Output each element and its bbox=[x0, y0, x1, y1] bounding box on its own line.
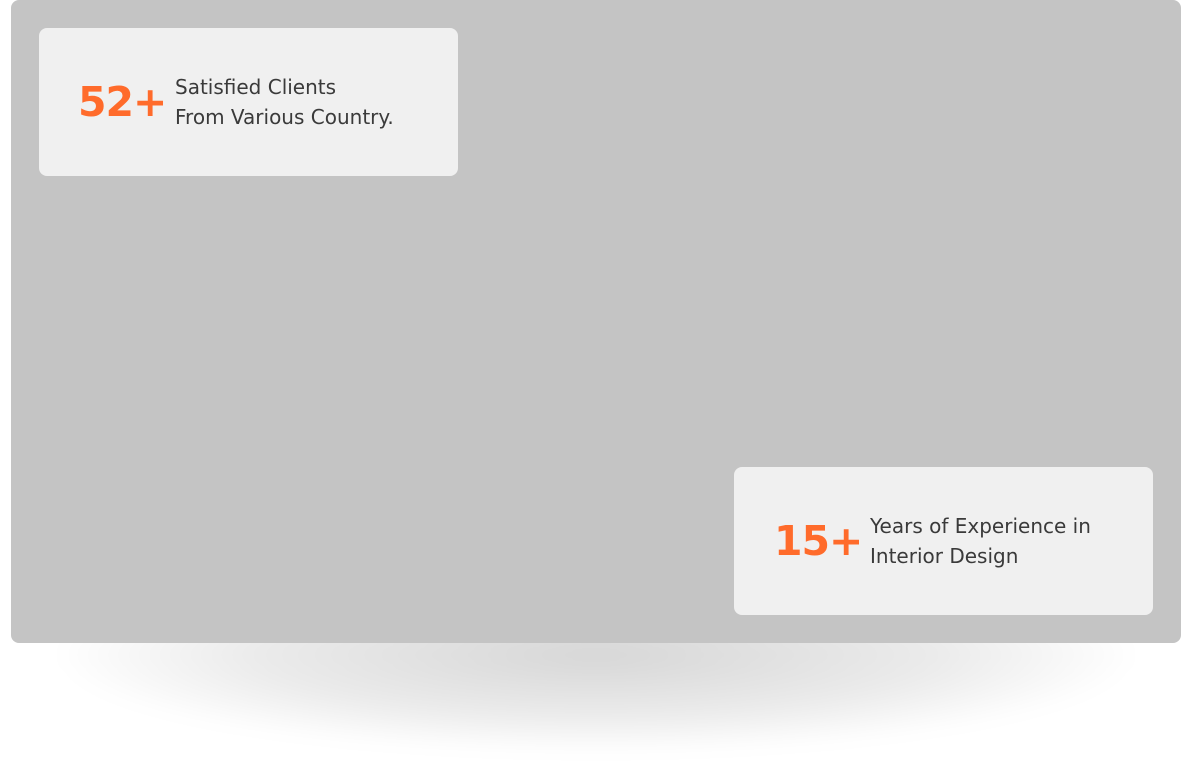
stat-card-clients: 52+ Satisfied Clients From Various Count… bbox=[39, 28, 458, 176]
stat-value-experience: 15+ bbox=[774, 516, 863, 565]
stat-value-clients: 52+ bbox=[78, 77, 167, 126]
stat-description-clients: Satisfied Clients From Various Country. bbox=[175, 72, 394, 132]
stat-card-experience: 15+ Years of Experience in Interior Desi… bbox=[734, 467, 1153, 615]
stat-description-experience: Years of Experience in Interior Design bbox=[870, 511, 1091, 571]
stat-description-line: From Various Country. bbox=[175, 105, 394, 129]
stat-description-line: Satisfied Clients bbox=[175, 75, 337, 99]
stat-description-line: Interior Design bbox=[870, 544, 1019, 568]
stat-description-line: Years of Experience in bbox=[870, 514, 1091, 538]
